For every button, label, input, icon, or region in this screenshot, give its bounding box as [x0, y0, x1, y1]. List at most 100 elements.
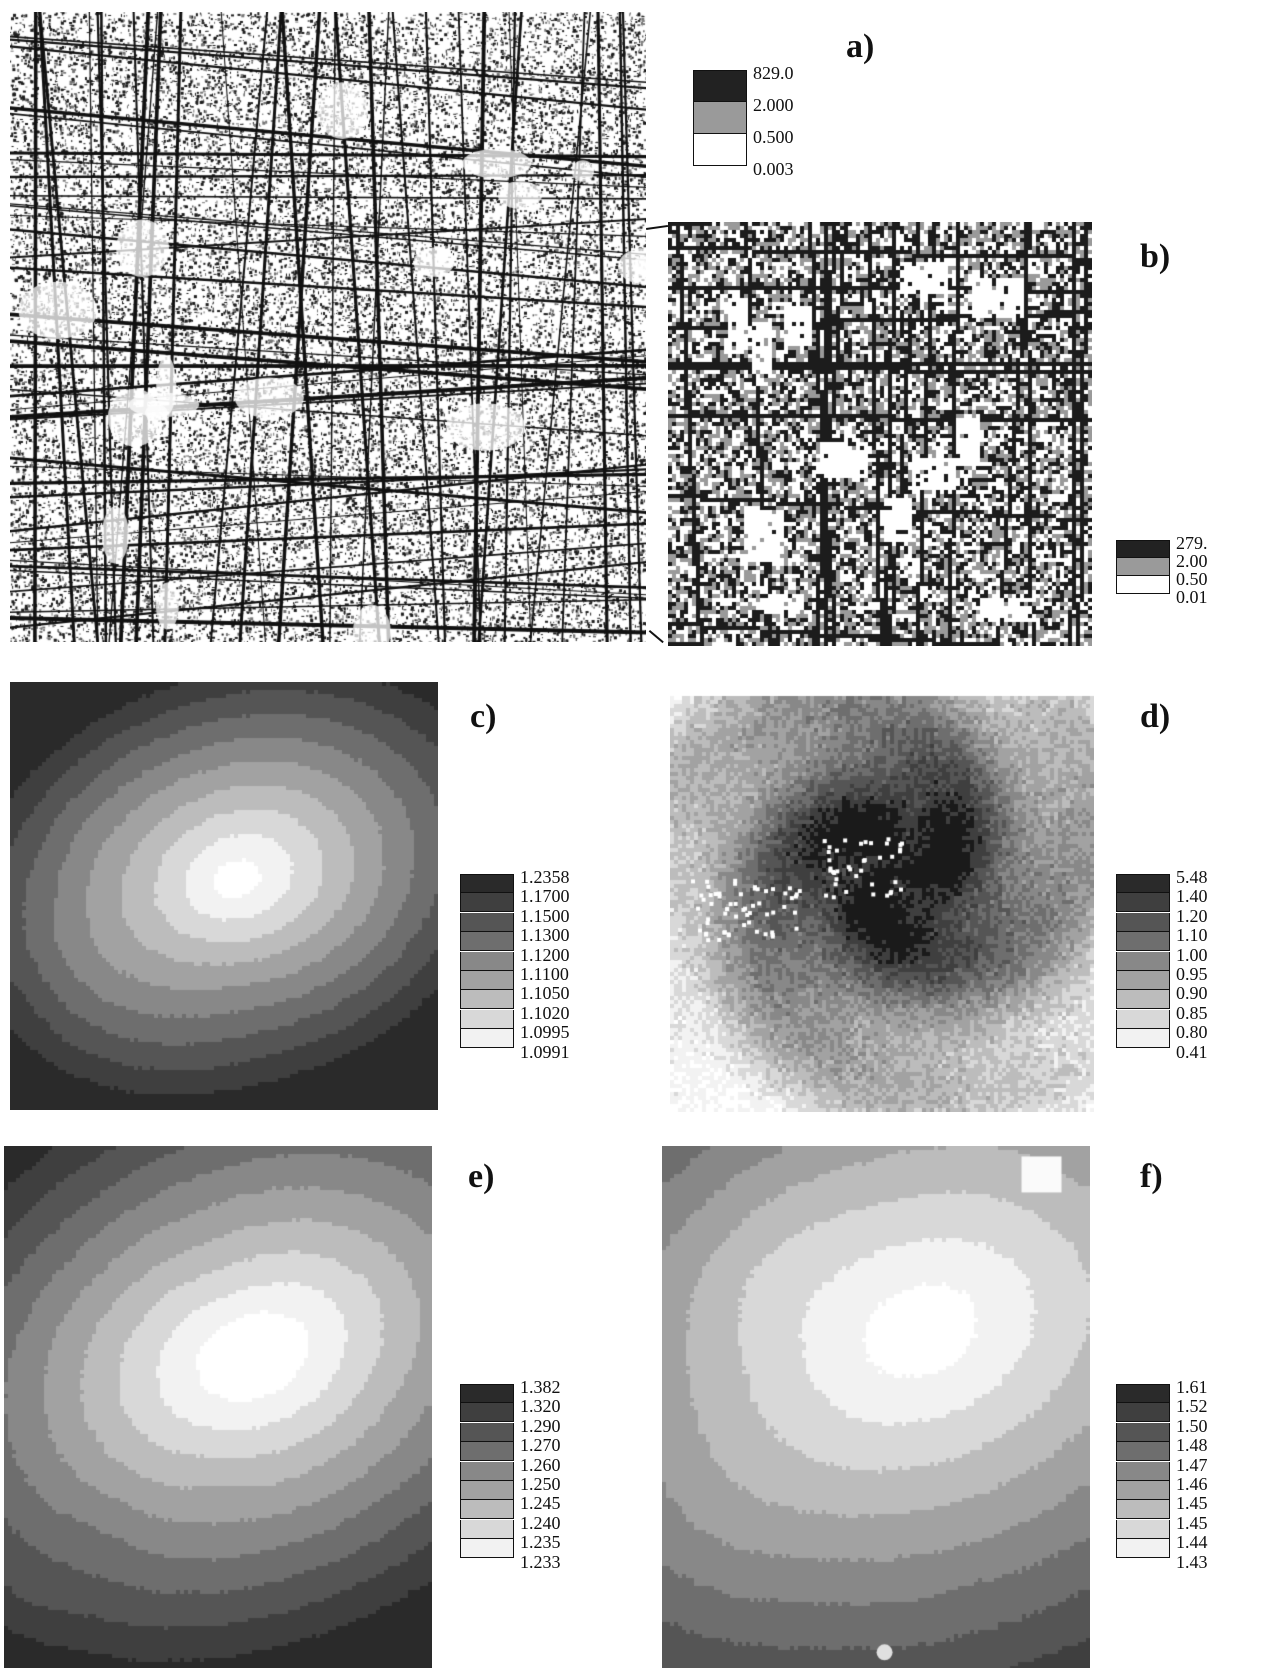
legend-label: 0.95: [1176, 964, 1208, 984]
legend-label: 1.00: [1176, 944, 1208, 965]
legend-swatch: [460, 1009, 514, 1029]
legend-swatch: [1116, 1461, 1170, 1481]
legend-swatch: [1116, 1422, 1170, 1442]
legend-swatch: [460, 1519, 514, 1539]
legend-swatch: [460, 1029, 514, 1049]
legend-swatch: [460, 1461, 514, 1481]
legend-swatch: [460, 912, 514, 932]
legend-label: 1.233: [520, 1551, 561, 1572]
legend-label: 1.44: [1176, 1532, 1208, 1553]
legend-label: 1.2358: [520, 867, 570, 887]
legend-label: 0.90: [1176, 983, 1208, 1004]
legend-label: 1.52: [1176, 1396, 1208, 1417]
legend-label: 1.235: [520, 1532, 561, 1553]
panel-label-c: c): [470, 698, 497, 735]
panel-label-e: e): [468, 1158, 495, 1195]
legend-label: 0.41: [1176, 1041, 1208, 1062]
legend-label: 0.50: [1176, 569, 1208, 589]
legend-label: 1.1050: [520, 983, 570, 1004]
panel-label-f: f): [1140, 1158, 1163, 1195]
legend-swatch: [1116, 1384, 1170, 1403]
legend-swatch: [460, 990, 514, 1010]
legend-swatch: [460, 1384, 514, 1403]
zoom-connector-bottom: [648, 630, 664, 644]
legend-swatch: [1116, 1539, 1170, 1559]
legend-swatch: [1116, 971, 1170, 990]
legend-label: 1.40: [1176, 886, 1208, 907]
legend-label: 1.45: [1176, 1493, 1208, 1514]
legend-label: 1.43: [1176, 1551, 1208, 1572]
legend-label: 1.1100: [520, 964, 569, 984]
legend-label: 1.61: [1176, 1377, 1208, 1397]
panel-label-b: b): [1140, 238, 1171, 275]
legend-label: 0.01: [1176, 587, 1208, 607]
contour-map-d: [670, 688, 1094, 1112]
panel-label-a: a): [846, 28, 875, 65]
legend-swatch: [1116, 1481, 1170, 1500]
legend-label: 1.1020: [520, 1002, 570, 1023]
legend-swatch: [1116, 951, 1170, 971]
legend-swatch: [460, 1481, 514, 1500]
legend-swatch: [1116, 540, 1170, 558]
legend-swatch: [460, 874, 514, 893]
legend-swatch: [1116, 576, 1170, 594]
legend-label: 1.240: [520, 1512, 561, 1533]
legend-label: 1.245: [520, 1493, 561, 1514]
legend-label: 279.: [1176, 533, 1208, 553]
legend-swatch: [460, 1403, 514, 1423]
legend-label: 1.250: [520, 1474, 561, 1494]
legend-label: 1.46: [1176, 1474, 1208, 1494]
legend-swatch: [1116, 1500, 1170, 1520]
legend-label: 829.0: [753, 63, 794, 83]
legend-label: 0.500: [753, 127, 794, 147]
legend-swatch: [1116, 932, 1170, 952]
legend-label: 0.80: [1176, 1022, 1208, 1043]
legend-label: 2.00: [1176, 551, 1208, 571]
legend-swatch: [460, 971, 514, 990]
legend-label: 5.48: [1176, 867, 1208, 887]
legend-label: 1.10: [1176, 925, 1208, 946]
legend-swatch: [1116, 912, 1170, 932]
legend-label: 1.320: [520, 1396, 561, 1417]
legend-swatch: [1116, 1029, 1170, 1049]
legend-label: 1.290: [520, 1415, 561, 1436]
zoom-connector-top: [646, 224, 669, 230]
legend-label: 1.1300: [520, 925, 570, 946]
legend-label: 1.48: [1176, 1435, 1208, 1456]
legend-label: 1.1700: [520, 886, 570, 907]
legend-swatch: [1116, 990, 1170, 1010]
legend-label: 1.1200: [520, 944, 570, 965]
zoomed-pixel-map-b: [668, 222, 1092, 646]
legend-label: 0.003: [753, 159, 794, 179]
panel-label-d: d): [1140, 698, 1171, 735]
legend-label: 1.45: [1176, 1512, 1208, 1533]
legend-swatch: [1116, 1009, 1170, 1029]
legend-label: 0.85: [1176, 1002, 1208, 1023]
legend-label: 1.1500: [520, 905, 570, 926]
legend-label: 1.260: [520, 1454, 561, 1475]
legend-swatch: [460, 1422, 514, 1442]
legend-swatch: [1116, 1403, 1170, 1423]
legend-swatch: [693, 102, 747, 134]
legend-label: 1.0991: [520, 1041, 570, 1062]
legend-label: 1.20: [1176, 905, 1208, 926]
legend-swatch: [460, 1442, 514, 1462]
legend-label: 2.000: [753, 95, 794, 115]
legend-swatch: [693, 134, 747, 166]
contour-map-c: [10, 682, 438, 1110]
legend-swatch: [460, 893, 514, 913]
legend-swatch: [1116, 893, 1170, 913]
legend-swatch: [1116, 558, 1170, 576]
legend-swatch: [460, 1539, 514, 1559]
legend-label: 1.47: [1176, 1454, 1208, 1475]
legend-swatch: [1116, 1442, 1170, 1462]
contour-map-f: [662, 1146, 1090, 1668]
legend-label: 1.0995: [520, 1022, 570, 1043]
legend-label: 1.382: [520, 1377, 561, 1397]
legend-swatch: [460, 1500, 514, 1520]
legend-swatch: [693, 70, 747, 102]
legend-swatch: [460, 932, 514, 952]
fracture-network-map-a: [10, 12, 646, 642]
legend-swatch: [1116, 874, 1170, 893]
contour-map-e: [4, 1146, 432, 1668]
